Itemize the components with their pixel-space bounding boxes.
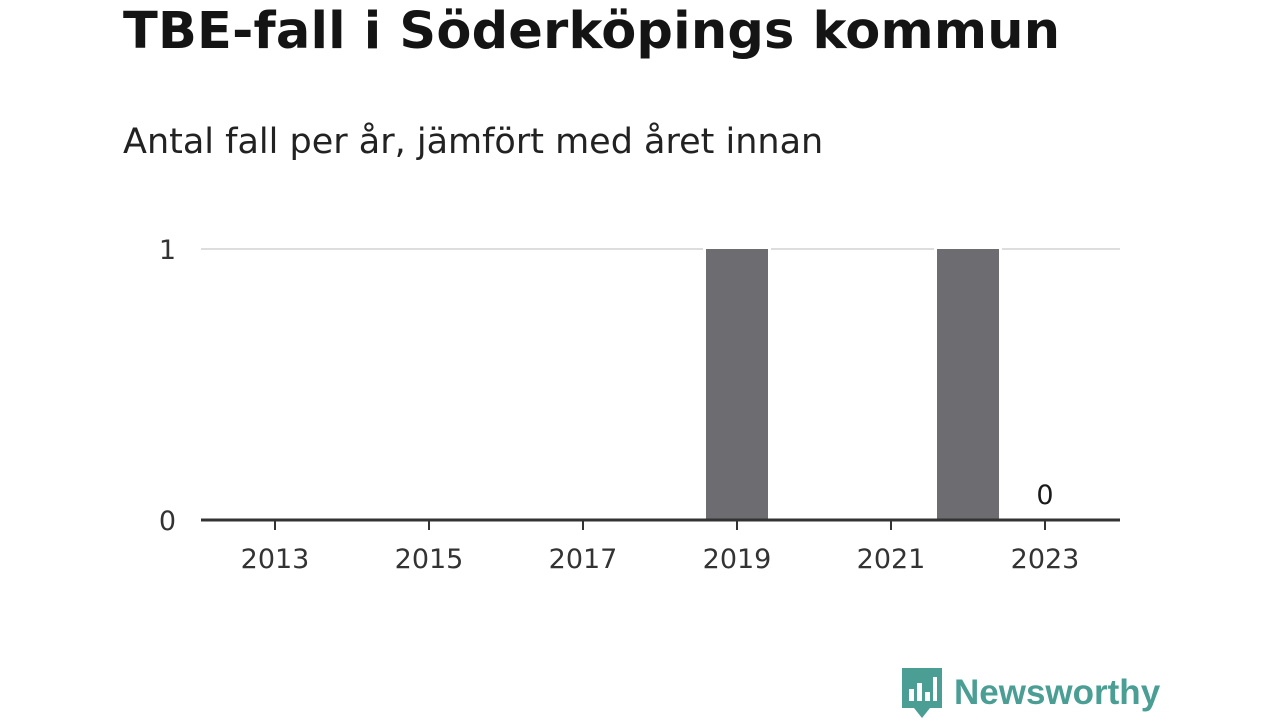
x-tick-label-2015: 2015 [395,544,464,575]
bar-2019 [706,249,768,520]
y-tick-label-1: 1 [159,235,176,266]
newsworthy-logo: Newsworthy [902,668,1160,718]
bar-2022 [937,249,999,520]
bar-layer [703,247,1002,520]
label-layer: 0 1 2013 2015 2017 2019 2021 2023 0 [159,235,1080,575]
x-tick-label-2023: 2023 [1011,544,1080,575]
x-tick-label-2013: 2013 [241,544,310,575]
y-tick-label-0: 0 [159,506,176,537]
chart-title: TBE-fall i Söderköpings kommun [123,2,1061,61]
newsworthy-logo-text: Newsworthy [954,673,1161,712]
axis-layer [201,518,1120,530]
x-tick-label-2021: 2021 [857,544,926,575]
chart-subtitle: Antal fall per år, jämfört med året inna… [123,122,824,162]
data-label-2023: 0 [1036,480,1053,511]
newsworthy-logo-icon [902,668,942,718]
x-tick-label-2019: 2019 [703,544,772,575]
x-tick-label-2017: 2017 [549,544,618,575]
